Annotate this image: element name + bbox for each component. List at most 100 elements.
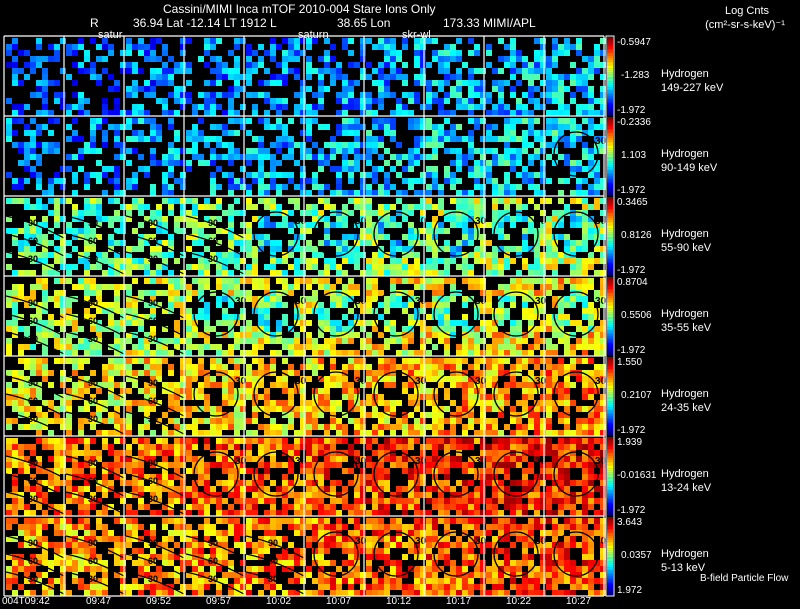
heatmap-cell [420,50,426,56]
heatmap-cell [138,344,144,350]
heatmap-cell [24,382,30,388]
contour-line [65,233,125,257]
heatmap-cell [462,358,468,364]
heatmap-cell [420,344,426,350]
planet-icon [452,389,460,399]
contour-line [125,393,185,417]
contour-ring [313,371,359,417]
heatmap-cell [474,124,480,130]
heatmap-cell [114,370,120,376]
heatmap-cell [558,302,564,308]
heatmap-cell [420,320,426,326]
contour-label: 30 [535,376,547,387]
heatmap-cell [42,240,48,246]
heatmap-cell [72,492,78,498]
heatmap-cell [600,344,606,350]
heatmap-cell [156,400,162,406]
heatmap-cell [390,302,396,308]
heatmap-cell [336,326,342,332]
heatmap-cell [552,332,558,338]
heatmap-cell [600,302,606,308]
heatmap-cell [372,98,378,104]
heatmap-cell [600,370,606,376]
colorbar-segment [607,347,613,349]
heatmap-cell [150,160,156,166]
heatmap-cell [246,264,252,270]
heatmap-cell [252,252,258,258]
heatmap-cell [24,160,30,166]
heatmap-cell [42,204,48,210]
heatmap-cell [408,370,414,376]
heatmap-cell [378,98,384,104]
heatmap-cell [492,252,498,258]
heatmap-cell [90,394,96,400]
heatmap-cell [234,394,240,400]
heatmap-cell [480,104,486,110]
heatmap-cell [78,438,84,444]
heatmap-cell [342,86,348,92]
heatmap-cell [468,80,474,86]
heatmap-cell [12,376,18,382]
heatmap-cell [474,350,480,356]
heatmap-cell [546,388,552,394]
heatmap-cell [132,62,138,68]
colorbar-segment [607,353,613,356]
heatmap-cell [222,296,228,302]
heatmap-cell [516,270,522,276]
colorbar-segment [607,388,613,390]
heatmap-cell [456,240,462,246]
heatmap-cell [294,456,300,462]
heatmap-cell [354,418,360,424]
heatmap-cell [534,344,540,350]
heatmap-cell [336,430,342,436]
heatmap-cell [270,270,276,276]
heatmap-cell [420,264,426,270]
heatmap-cell [174,92,180,98]
colorbar-segment [607,66,613,69]
heatmap-cell [30,62,36,68]
heatmap-cell [480,388,486,394]
heatmap-cell [516,98,522,104]
heatmap-cell [18,450,24,456]
heatmap-cell [228,438,234,444]
heatmap-cell [6,444,12,450]
heatmap-cell [540,130,546,136]
heatmap-cell [570,290,576,296]
heatmap-cell [156,492,162,498]
heatmap-cell [42,358,48,364]
heatmap-cell [474,308,480,314]
heatmap-cell [54,456,60,462]
heatmap-cell [390,370,396,376]
heatmap-cell [510,350,516,356]
heatmap-cell [258,474,264,480]
heatmap-cell [42,320,48,326]
heatmap-cell [126,118,132,124]
heatmap-cell [138,462,144,468]
heatmap-cell [60,246,66,252]
heatmap-cell [24,222,30,228]
heatmap-cell [126,178,132,184]
contour-line [125,375,185,399]
heatmap-cell [456,198,462,204]
heatmap-cell [510,290,516,296]
heatmap-cell [420,284,426,290]
heatmap-cell [180,376,186,382]
heatmap-cell [66,50,72,56]
heatmap-cell [210,124,216,130]
heatmap-cell [600,376,606,382]
heatmap-cell [198,270,204,276]
colorbar-segment [607,46,613,48]
contour-label: 30 [415,296,427,307]
heatmap-cell [336,92,342,98]
heatmap-cell [576,370,582,376]
heatmap-cell [504,104,510,110]
heatmap-cell [450,130,456,136]
heatmap-cell [354,118,360,124]
heatmap-cell [126,62,132,68]
heatmap-cell [138,474,144,480]
heatmap-cell [258,80,264,86]
heatmap-cell [492,210,498,216]
heatmap-cell [354,124,360,130]
heatmap-cell [354,222,360,228]
heatmap-cell [468,216,474,222]
